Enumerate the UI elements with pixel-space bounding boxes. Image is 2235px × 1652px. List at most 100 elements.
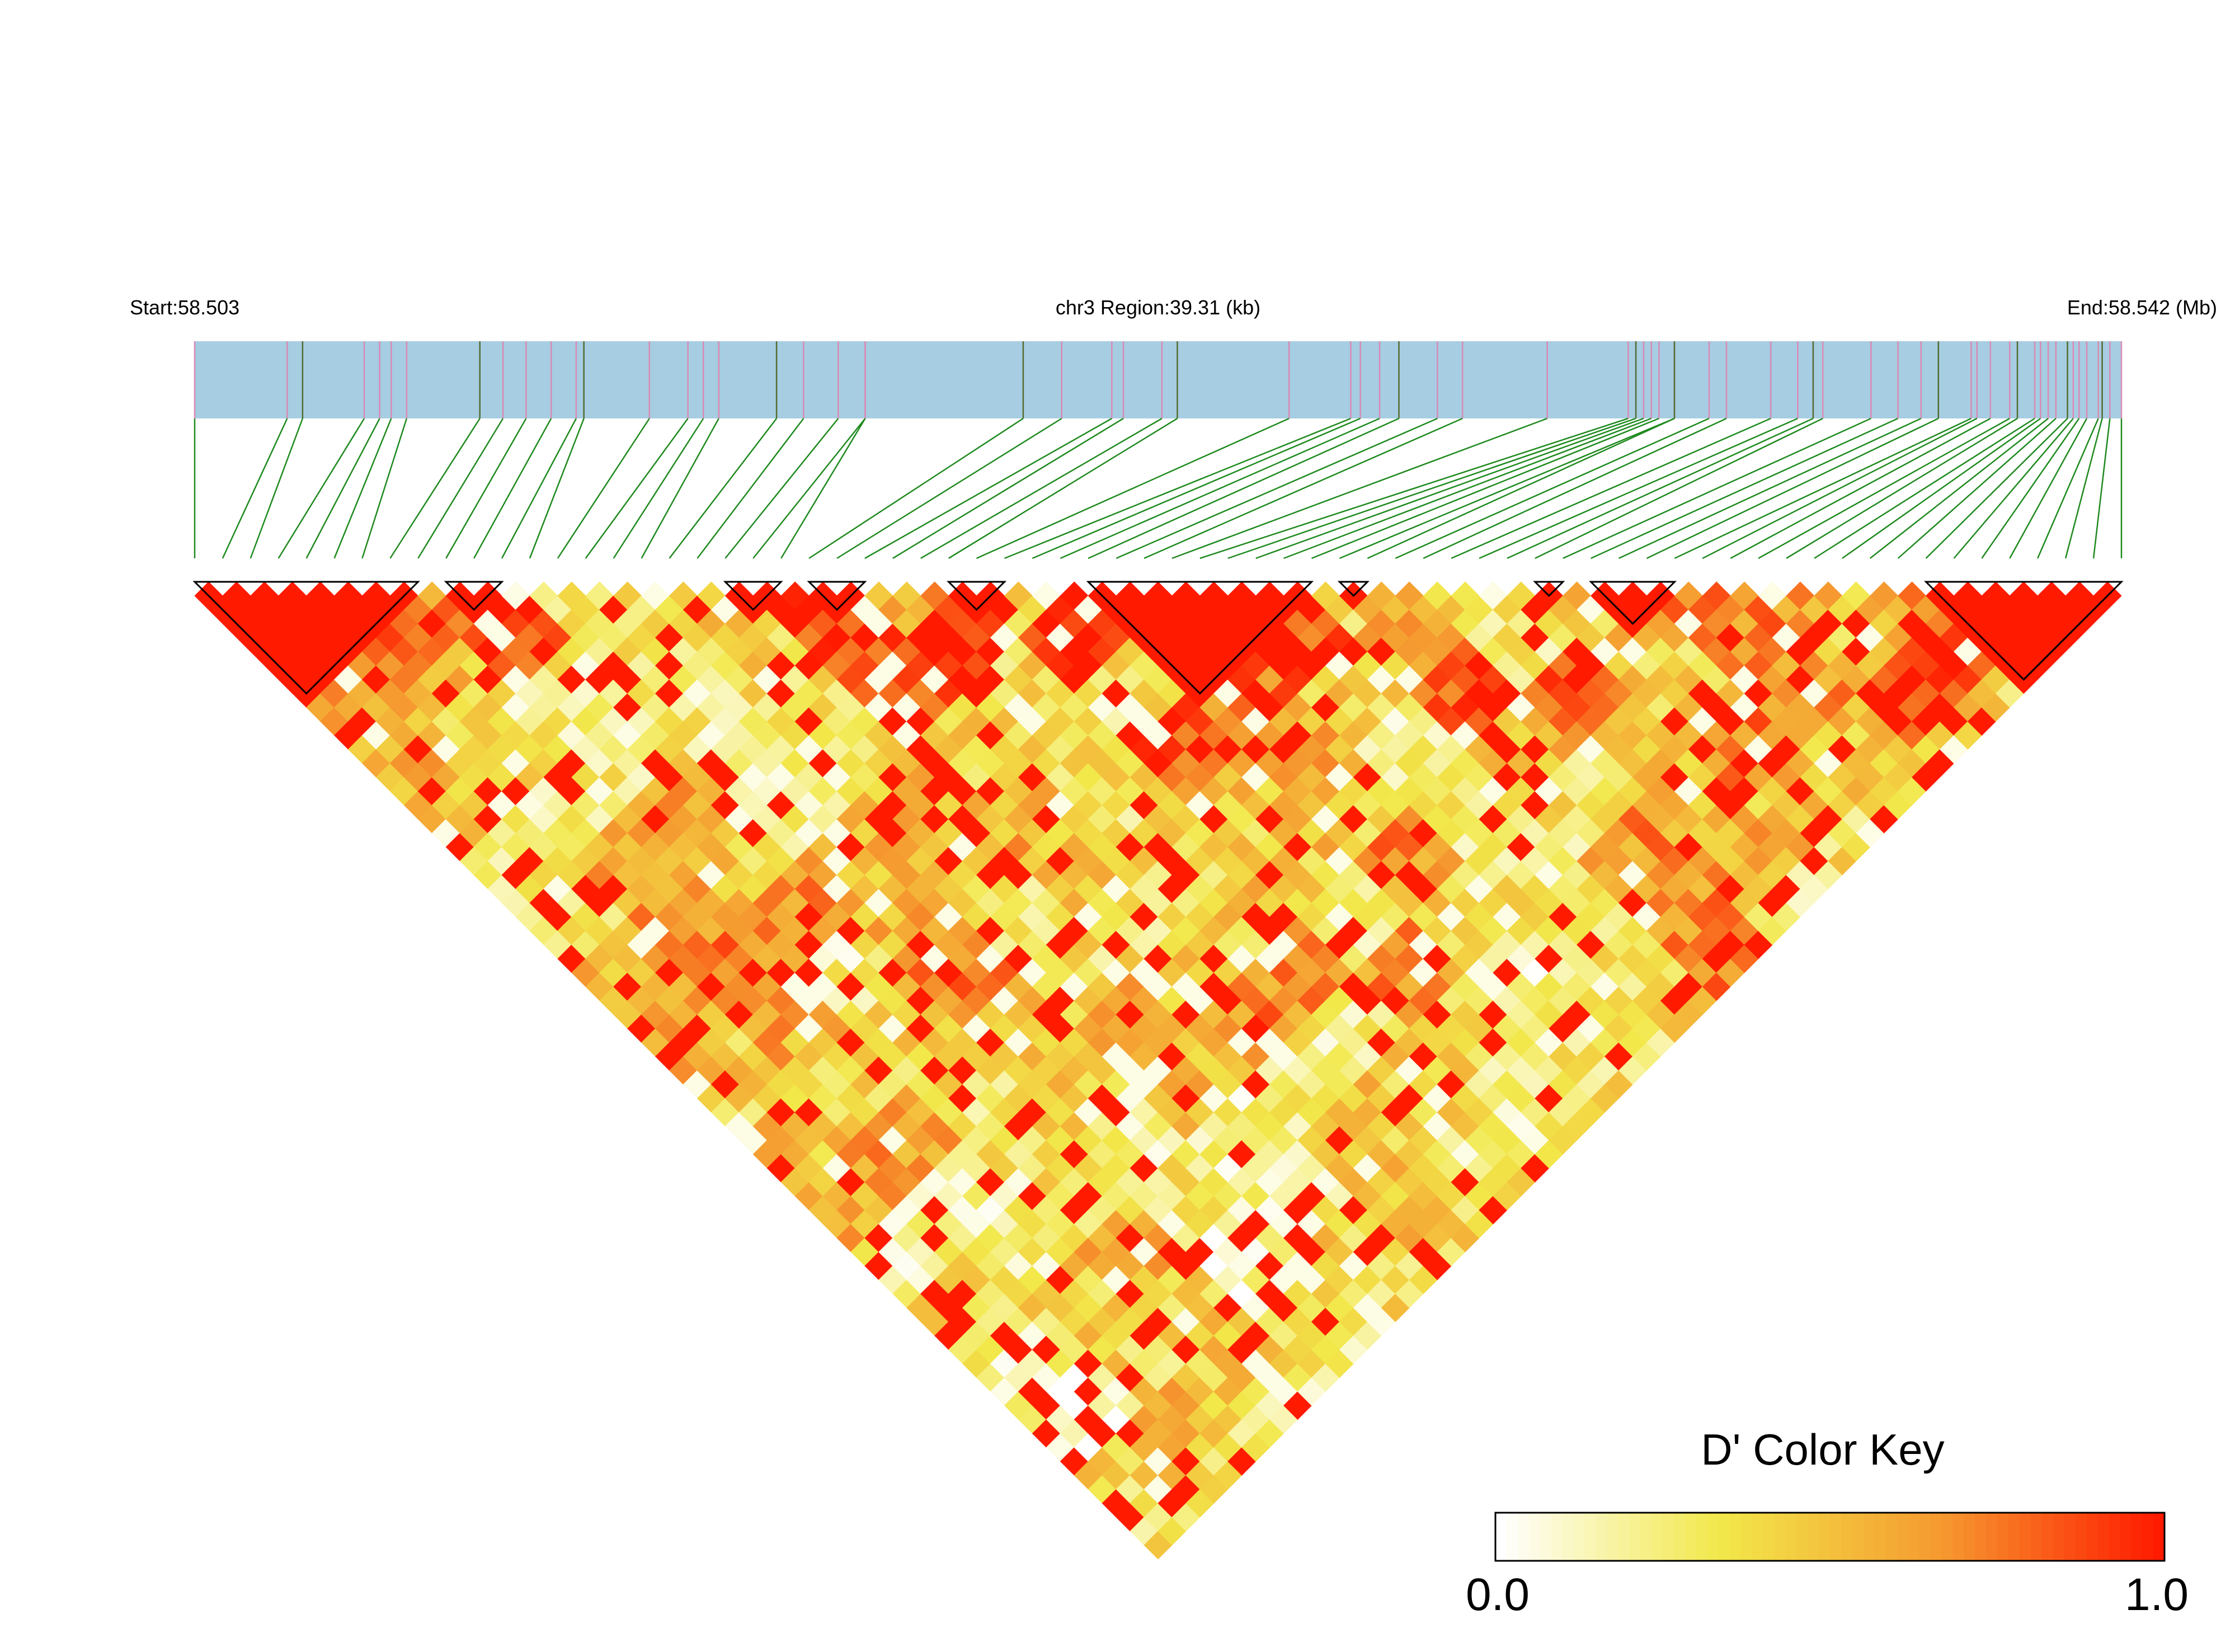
snp-connector — [1032, 417, 1361, 559]
snp-connector — [417, 418, 504, 559]
color-key-segment — [2053, 1513, 2065, 1561]
snp-connector — [585, 418, 689, 559]
color-key-segment — [2109, 1513, 2121, 1561]
region-bar — [195, 341, 2121, 418]
snp-connector — [1088, 417, 1400, 559]
color-key-segment — [1573, 1513, 1585, 1561]
color-key-segment — [1930, 1513, 1942, 1561]
color-key-segment — [1618, 1513, 1630, 1561]
snp-connector — [1563, 417, 1871, 559]
region-end-label: End:58.542 (Mb) — [2067, 296, 2217, 319]
color-key-segment — [1763, 1513, 1775, 1561]
snp-connector — [1925, 418, 2068, 559]
color-key-segment — [2019, 1513, 2031, 1561]
snp-connector — [445, 418, 527, 559]
color-key-segment — [2075, 1513, 2087, 1561]
color-key-min-label: 0.0 — [1466, 1569, 1530, 1620]
color-key-segment — [2153, 1513, 2165, 1561]
color-key-segment — [2131, 1513, 2143, 1561]
snp-connector — [780, 418, 866, 559]
color-key-segment — [1528, 1513, 1541, 1561]
snp-connector — [1842, 417, 2041, 559]
snp-connector — [2064, 418, 2103, 559]
color-key-segment — [1874, 1513, 1886, 1561]
snp-connector — [501, 418, 577, 559]
snp-connector — [1618, 417, 1922, 559]
color-key-segment — [1596, 1513, 1608, 1561]
ld-block-outline — [807, 581, 867, 611]
snp-connector — [1171, 417, 1548, 559]
snp-connector — [1311, 417, 1659, 559]
snp-connector — [1758, 417, 2010, 559]
snp-connector — [473, 418, 552, 559]
color-key-segment — [2030, 1513, 2043, 1561]
region-start-label: Start:58.503 — [130, 296, 239, 319]
snp-connector — [1507, 417, 1814, 559]
color-key-segment — [1819, 1513, 1831, 1561]
color-key-segment — [1964, 1513, 1976, 1561]
snp-connector — [976, 417, 1290, 559]
ld-block-outline — [192, 581, 420, 695]
snp-connector — [333, 418, 392, 559]
ld-block-outlines — [192, 581, 2124, 695]
snp-connector — [1255, 417, 1644, 559]
snp-connector — [1423, 417, 1727, 559]
snp-connector — [361, 418, 408, 559]
snp-connector — [529, 418, 585, 559]
color-key-segment — [1841, 1513, 1853, 1561]
snp-connector — [277, 418, 365, 559]
color-key-segment — [2120, 1513, 2132, 1561]
snp-connector — [1702, 417, 1978, 559]
snp-connector — [1870, 418, 2049, 559]
snp-connector — [1814, 417, 2035, 559]
color-key-segment — [1941, 1513, 1954, 1561]
snp-connector-lines — [194, 417, 2123, 559]
color-key-segment — [1997, 1513, 2009, 1561]
snp-connector — [1479, 417, 1798, 559]
ld-block-outline — [1337, 581, 1370, 597]
snp-connector — [920, 417, 1163, 559]
color-key-segment — [1540, 1513, 1552, 1561]
color-key-segment — [1774, 1513, 1786, 1561]
color-key-segment — [1640, 1513, 1653, 1561]
snp-connector — [864, 417, 1112, 559]
snp-connector — [305, 418, 380, 559]
snp-connector — [222, 418, 288, 559]
color-key-segment — [2142, 1513, 2154, 1561]
snp-connector — [1730, 417, 1991, 559]
ld-block-outline — [1589, 581, 1677, 625]
color-key-max-label: 1.0 — [2125, 1569, 2189, 1620]
color-key-segment — [1584, 1513, 1597, 1561]
snp-connector — [1227, 417, 1636, 559]
color-key-segment — [1551, 1513, 1563, 1561]
snp-position-ticks — [194, 341, 2123, 418]
region-title-label: chr3 Region:39.31 (kb) — [1056, 296, 1260, 319]
color-key-segment — [1685, 1513, 1697, 1561]
snp-connector — [641, 418, 719, 559]
color-key-title: D' Color Key — [1701, 1425, 1944, 1474]
color-key-segment — [1517, 1513, 1530, 1561]
snp-connector — [389, 418, 481, 559]
color-key-bar — [1495, 1513, 2165, 1561]
color-key-segment — [1986, 1513, 1998, 1561]
color-key-segment — [1752, 1513, 1764, 1561]
color-key-frame — [1494, 1512, 2166, 1562]
snp-connector — [669, 418, 778, 559]
color-key-segment — [1952, 1513, 1965, 1561]
ld-block-outline — [1533, 581, 1565, 597]
snp-connector — [697, 418, 804, 559]
color-key-segment — [1629, 1513, 1641, 1561]
color-key-segment — [1885, 1513, 1898, 1561]
snp-connector — [1367, 417, 1675, 559]
color-key-segment — [2008, 1513, 2020, 1561]
snp-connector — [948, 417, 1178, 559]
snp-connector — [892, 417, 1124, 559]
color-key-segment — [1863, 1513, 1875, 1561]
snp-connector — [1199, 417, 1629, 559]
color-key-segment — [1562, 1513, 1574, 1561]
color-key-segment — [1830, 1513, 1842, 1561]
snp-connector — [724, 418, 839, 559]
snp-connector — [250, 418, 304, 559]
color-key-segment — [2064, 1513, 2076, 1561]
